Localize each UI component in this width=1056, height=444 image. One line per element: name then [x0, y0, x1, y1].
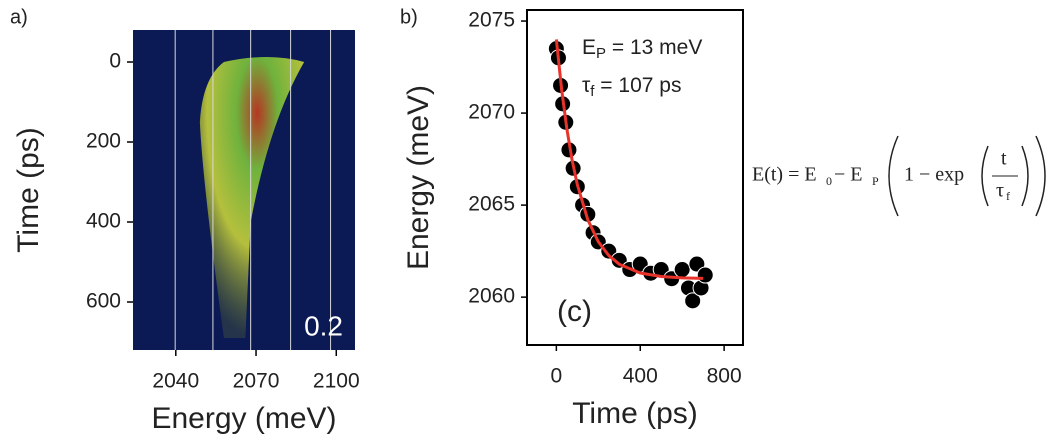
- eq-text: E(t) = E: [752, 164, 817, 186]
- paren: [981, 145, 989, 207]
- y-tick-label: 0: [109, 50, 121, 73]
- x-tick-label: 2070: [233, 370, 280, 393]
- y-tick-label: 600: [86, 290, 121, 313]
- paren: [888, 135, 899, 217]
- x-axis-label: Energy (meV): [151, 402, 336, 435]
- x-tick-label: 400: [623, 365, 658, 388]
- eq-text: 1 − exp: [904, 164, 964, 186]
- y-tick-label: 2070: [468, 101, 515, 124]
- x-tick-label: 2040: [152, 370, 199, 393]
- fit-line: [554, 39, 704, 280]
- panel-label: a): [10, 6, 28, 28]
- fit-parameter: τf = 107 ps: [582, 74, 681, 100]
- x-tick-label: 0: [551, 365, 563, 388]
- x-axis-label: Time (ps): [572, 397, 698, 430]
- x-tick-label: 2100: [313, 370, 360, 393]
- y-axis-label: Energy (meV): [402, 85, 435, 270]
- annotation: 0.2: [304, 310, 343, 341]
- eq-text: τ: [996, 180, 1004, 202]
- eq-text: t: [1001, 148, 1007, 170]
- x-tick-label: 800: [707, 365, 742, 388]
- equation: E(t) = E 0 − E P 1 − exp t τ f: [752, 135, 1046, 217]
- y-tick-label: 2060: [468, 285, 515, 308]
- param-part: = 13 meV: [606, 36, 702, 59]
- paren: [1021, 145, 1029, 207]
- y-tick-label: 400: [86, 210, 121, 233]
- fit-parameter: EP = 13 meV: [582, 36, 702, 62]
- data-point: [684, 292, 702, 310]
- data-point: [673, 261, 691, 279]
- param-part: P: [596, 45, 606, 62]
- y-tick-label: 200: [86, 130, 121, 153]
- param-part: = 107 ps: [594, 74, 681, 97]
- paren: [1035, 135, 1046, 217]
- eq-text: P: [872, 174, 879, 188]
- data-point: [696, 266, 714, 284]
- plot-frame: [526, 9, 744, 346]
- param-part: f: [590, 83, 595, 100]
- y-tick-label: 2065: [468, 193, 515, 216]
- param-part: τ: [582, 74, 591, 97]
- eq-text: f: [1006, 189, 1010, 203]
- eq-text: 0: [826, 174, 832, 188]
- y-tick-label: 2075: [468, 9, 515, 32]
- param-part: E: [582, 36, 596, 59]
- eq-text: − E: [834, 164, 863, 186]
- panel-label: b): [400, 6, 418, 28]
- annotation: (c): [557, 295, 592, 328]
- streak-signal: [199, 57, 305, 338]
- y-axis-label: Time (ps): [12, 127, 45, 253]
